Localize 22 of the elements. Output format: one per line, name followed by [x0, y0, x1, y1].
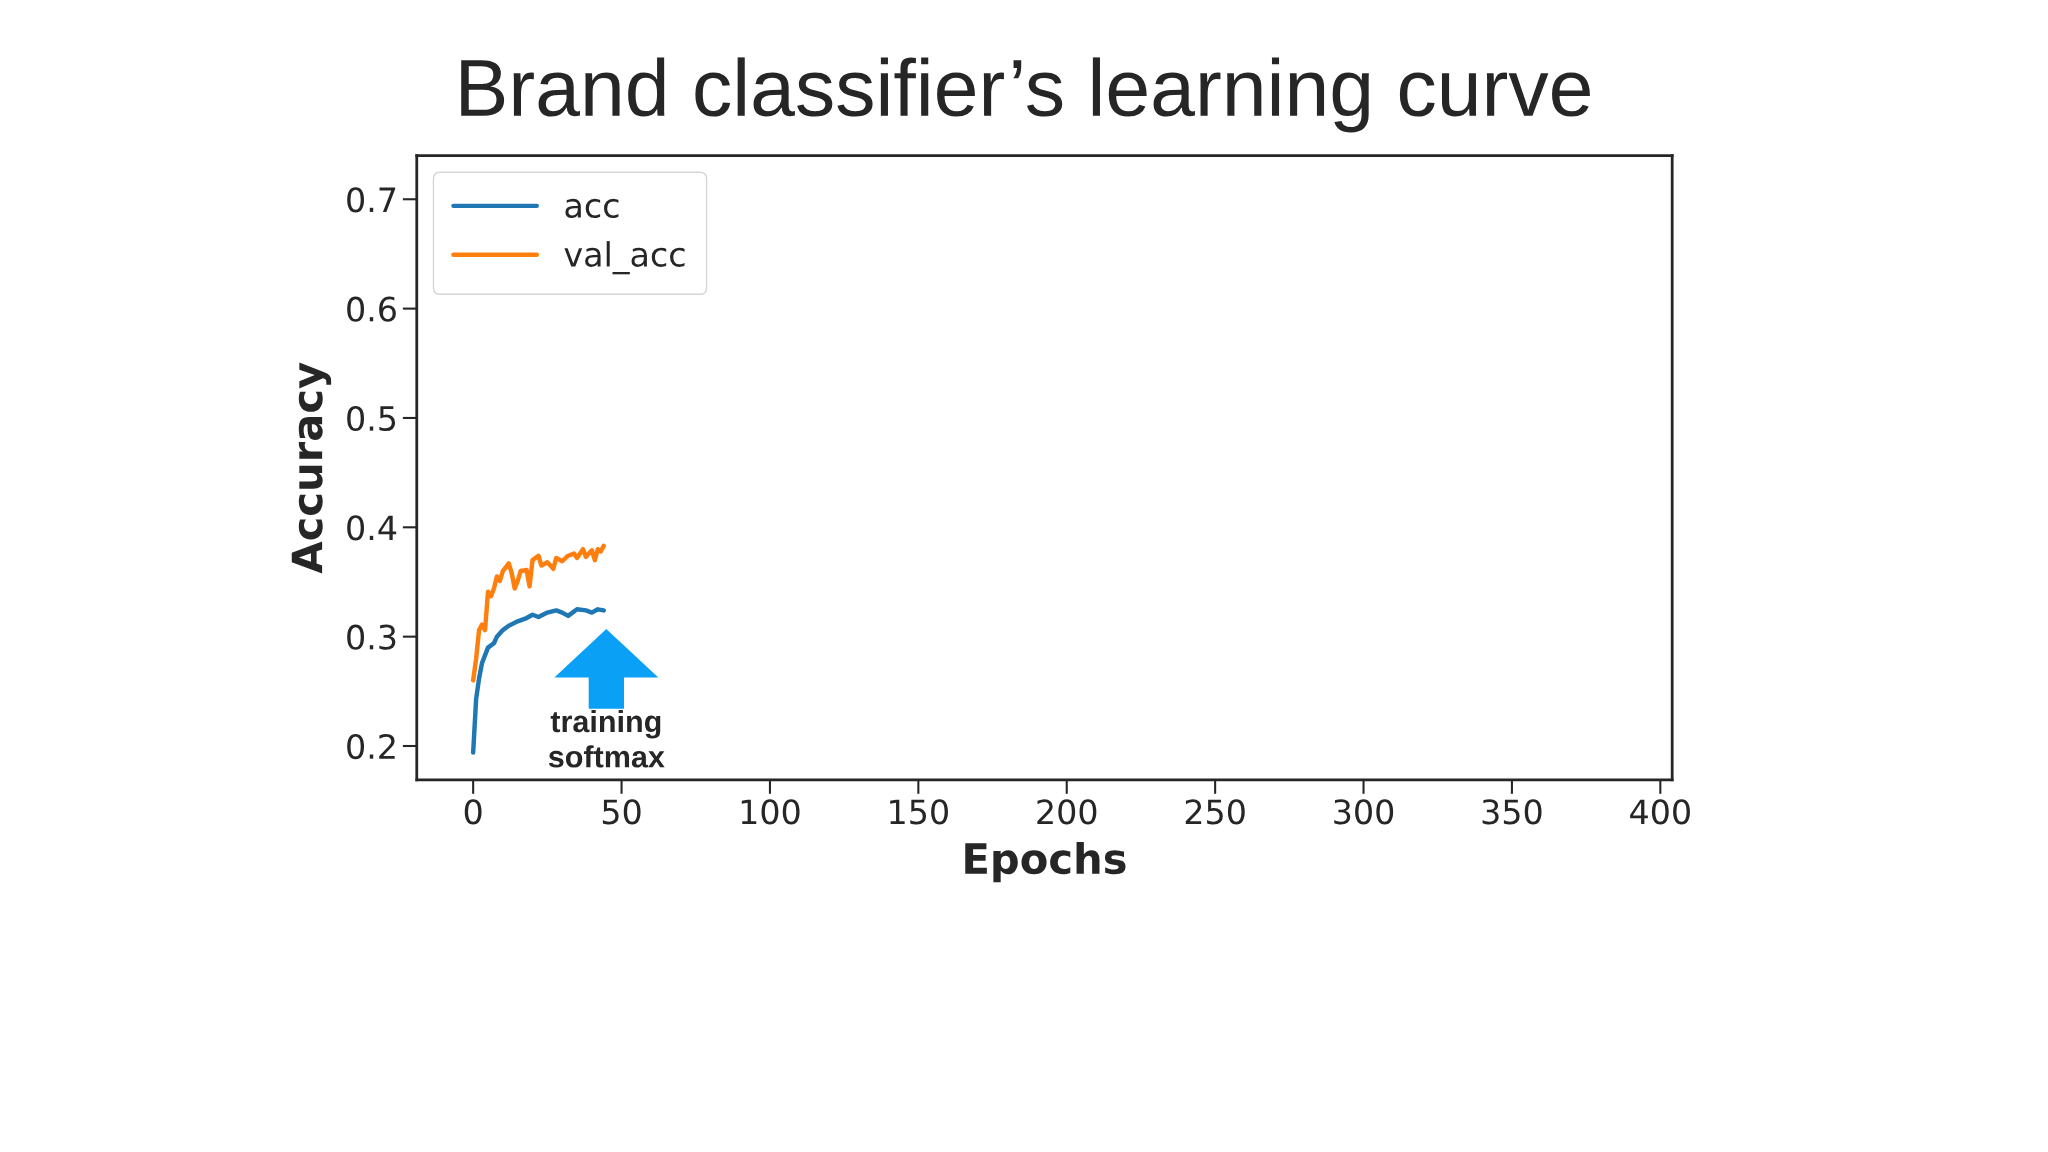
x-tick-label: 50 — [602, 799, 641, 825]
y-axis-title: Accuracy — [291, 362, 332, 574]
x-tick-label: 350 — [1482, 799, 1542, 825]
y-tick-label: 0.7 — [347, 187, 396, 213]
y-tick-label: 0.3 — [347, 624, 396, 650]
y-tick-label: 0.2 — [347, 733, 395, 760]
legend-label: val_acc — [564, 241, 685, 275]
y-tick-label: 0.5 — [347, 405, 396, 432]
x-tick-label: 0 — [464, 799, 482, 825]
y-tick-label: 0.6 — [347, 296, 396, 322]
x-tick-label: 150 — [890, 799, 948, 825]
x-tick-label: 200 — [1037, 799, 1097, 825]
x-tick-label: 400 — [1630, 799, 1690, 825]
annotation: training softmax — [548, 709, 665, 768]
x-tick-label: 100 — [741, 799, 800, 825]
x-tick-label: 250 — [1185, 799, 1245, 825]
chart-title: Brand classifier’s learning curve — [461, 57, 1590, 133]
x-tick-label: 300 — [1334, 799, 1394, 825]
line-series — [470, 543, 606, 683]
legend-label: acc — [565, 198, 619, 218]
x-axis-title: Epochs — [965, 842, 1126, 883]
y-tick-label: 0.4 — [347, 515, 397, 541]
